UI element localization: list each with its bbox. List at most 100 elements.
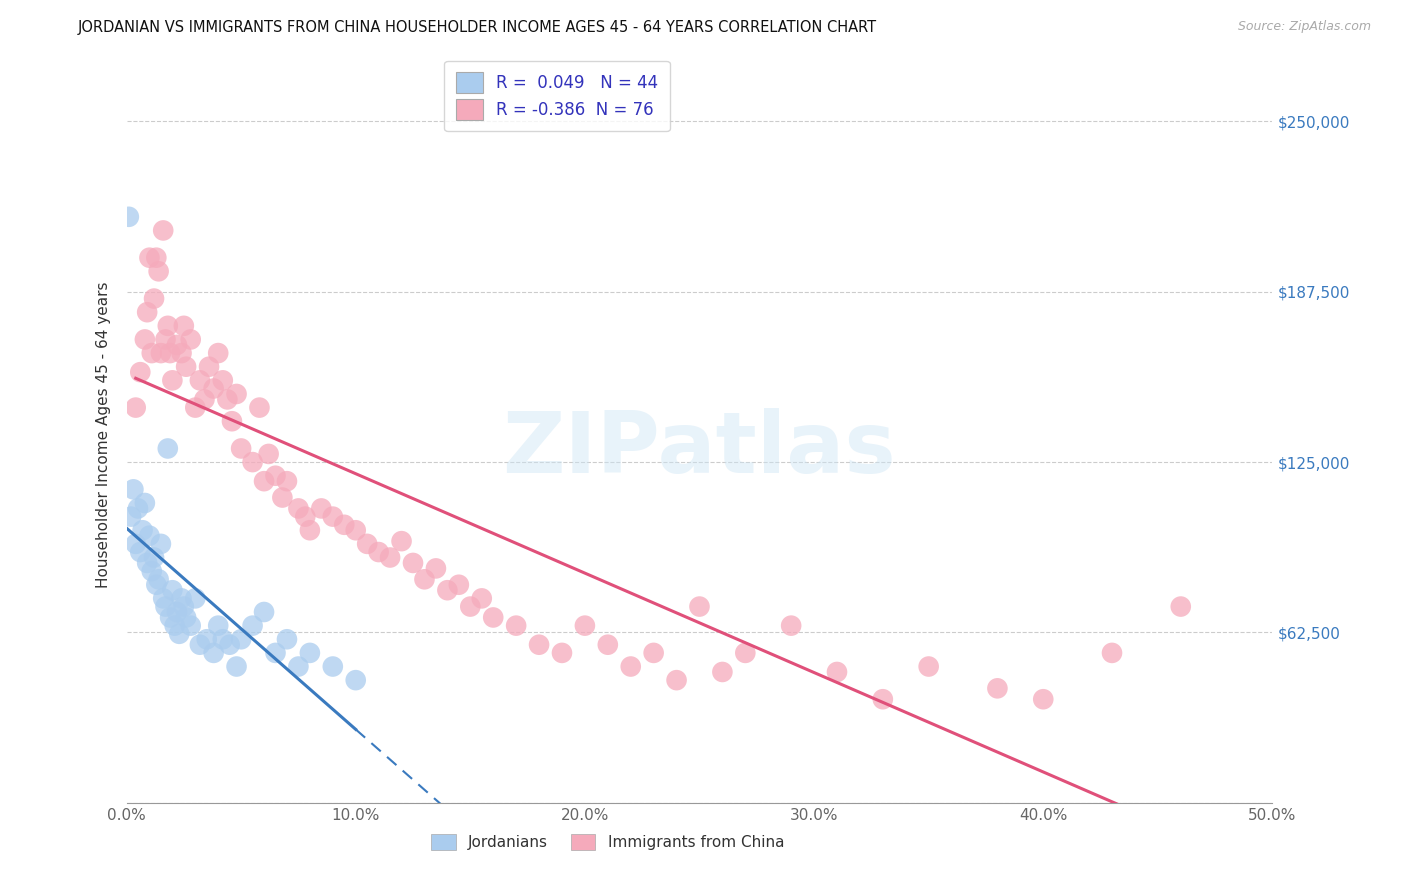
Point [253,605,276,619]
Point [138,529,160,543]
Point [298,523,321,537]
Text: ZIPatlas: ZIPatlas [502,408,897,491]
Point [287,659,309,673]
Point [131,523,153,537]
Point [127,501,149,516]
Point [188,373,211,387]
Point [173,318,195,333]
Point [986,681,1008,696]
Point [643,646,665,660]
Point [163,618,186,632]
Point [166,605,188,619]
Point [402,556,425,570]
Point [1032,692,1054,706]
Point [202,382,225,396]
Point [1170,599,1192,614]
Text: Source: ZipAtlas.com: Source: ZipAtlas.com [1237,20,1371,33]
Point [551,646,574,660]
Point [918,659,941,673]
Point [211,632,233,647]
Point [156,318,179,333]
Point [294,509,316,524]
Point [242,618,264,632]
Point [253,474,276,488]
Point [134,496,156,510]
Point [184,401,207,415]
Point [170,591,193,606]
Point [322,659,344,673]
Point [184,591,207,606]
Point [872,692,894,706]
Point [311,501,333,516]
Point [276,474,298,488]
Point [173,599,195,614]
Point [138,251,160,265]
Point [152,223,174,237]
Point [118,210,141,224]
Point [148,572,170,586]
Point [665,673,688,688]
Point [249,401,271,415]
Point [207,346,229,360]
Point [276,632,298,647]
Point [780,618,803,632]
Point [134,333,156,347]
Point [159,346,181,360]
Point [149,537,172,551]
Point [425,561,447,575]
Point [1101,646,1123,660]
Point [156,442,179,456]
Point [162,583,184,598]
Point [344,523,367,537]
Point [447,578,470,592]
Point [129,365,152,379]
Point [264,468,287,483]
Point [136,556,159,570]
Point [148,264,170,278]
Point [620,659,643,673]
Point [143,292,166,306]
Point [180,333,202,347]
Point [574,618,596,632]
Point [271,491,294,505]
Point [257,447,280,461]
Point [217,392,239,407]
Point [596,638,619,652]
Point [264,646,287,660]
Point [195,632,218,647]
Point [122,483,145,497]
Point [356,537,378,551]
Point [242,455,264,469]
Point [129,545,152,559]
Point [149,346,172,360]
Point [505,618,527,632]
Point [174,359,197,374]
Point [527,638,550,652]
Point [322,509,344,524]
Point [145,251,167,265]
Point [734,646,756,660]
Point [333,517,356,532]
Point [231,632,253,647]
Point [188,638,211,652]
Y-axis label: Householder Income Ages 45 - 64 years: Householder Income Ages 45 - 64 years [96,282,111,588]
Point [180,618,202,632]
Point [413,572,436,586]
Point [436,583,458,598]
Point [143,550,166,565]
Point [155,599,177,614]
Point [344,673,367,688]
Point [162,373,184,387]
Point [711,665,734,679]
Point [155,333,177,347]
Point [231,442,253,456]
Point [482,610,505,624]
Point [391,534,413,549]
Point [141,564,163,578]
Point [167,627,190,641]
Point [471,591,494,606]
Legend: Jordanians, Immigrants from China: Jordanians, Immigrants from China [423,827,792,858]
Point [159,610,181,624]
Point [170,346,193,360]
Point [166,338,188,352]
